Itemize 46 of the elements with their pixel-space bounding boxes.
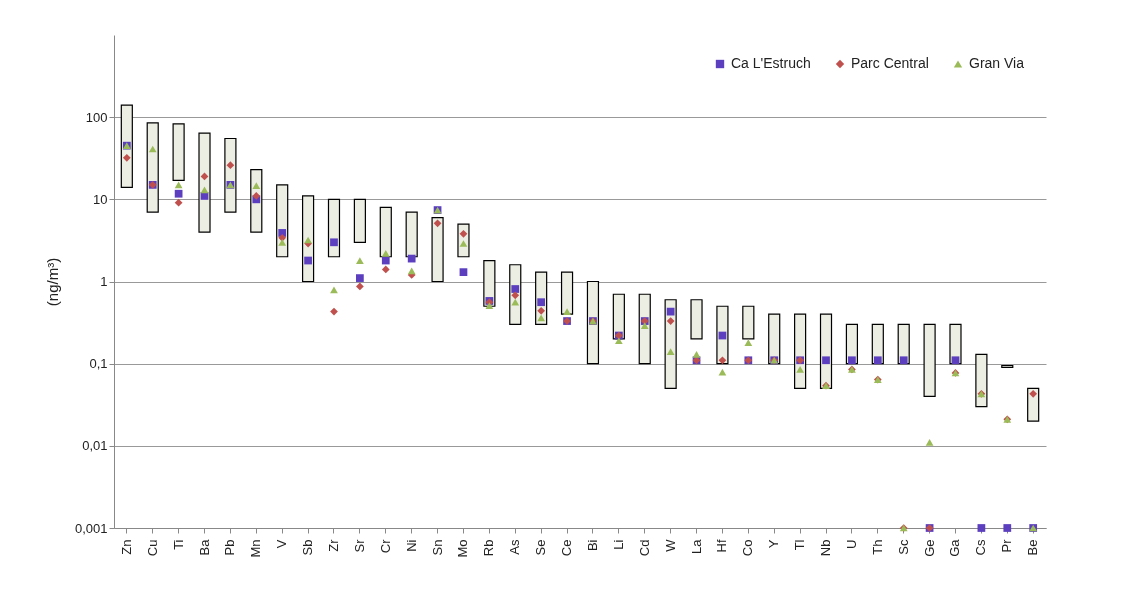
x-tick-label: Sb bbox=[300, 539, 316, 556]
x-tick-label: W bbox=[662, 538, 678, 552]
y-tick-label: 10 bbox=[93, 191, 108, 207]
x-tick-label: Rb bbox=[481, 539, 497, 557]
x-tick-label: Ce bbox=[559, 539, 575, 557]
x-tick-label: Se bbox=[533, 539, 549, 556]
legend-label: Ca L'Estruch bbox=[731, 55, 811, 71]
y-tick-label: 100 bbox=[85, 109, 108, 125]
x-tick-label: Li bbox=[610, 539, 626, 550]
x-tick-label: Ba bbox=[196, 538, 212, 556]
x-tick-label: Sr bbox=[351, 538, 367, 553]
x-tick-label: U bbox=[843, 539, 859, 549]
x-tick-label: Co bbox=[740, 539, 756, 557]
x-tick-label: Zn bbox=[118, 539, 134, 555]
x-tick-label: Cr bbox=[377, 538, 393, 554]
x-tick-label: Cu bbox=[144, 539, 160, 557]
x-tick-label: Tl bbox=[792, 539, 808, 551]
x-tick-label: Mn bbox=[248, 539, 264, 558]
y-tick-label: 0,001 bbox=[74, 520, 108, 536]
y-tick-label: 1 bbox=[100, 274, 108, 289]
x-tick-label: V bbox=[274, 539, 290, 549]
y-tick-label: 0,01 bbox=[82, 438, 108, 454]
x-tick-label: Hf bbox=[714, 539, 730, 553]
x-tick-label: Y bbox=[766, 539, 782, 549]
x-tick-label: Be bbox=[1025, 539, 1041, 556]
legend-label: Parc Central bbox=[851, 55, 929, 71]
x-tick-label: Sc bbox=[895, 539, 911, 555]
x-tick-label: La bbox=[688, 538, 704, 554]
x-tick-label: Pr bbox=[999, 538, 1015, 553]
x-tick-label: As bbox=[507, 539, 523, 555]
x-tick-label: Ga bbox=[947, 538, 963, 557]
x-tick-label: Ni bbox=[403, 539, 419, 552]
x-tick-label: Bi bbox=[584, 539, 600, 552]
x-tick-label: Sn bbox=[429, 539, 445, 556]
x-tick-label: Mo bbox=[455, 539, 471, 558]
x-tick-label: Cd bbox=[636, 539, 652, 557]
x-tick-label: Ge bbox=[921, 539, 937, 557]
x-tick-label: Pb bbox=[222, 539, 238, 556]
x-tick-label: Cs bbox=[973, 539, 989, 556]
x-tick-label: Zr bbox=[325, 538, 341, 552]
x-tick-label: Nb bbox=[818, 539, 834, 557]
legend-label: Gran Via bbox=[969, 55, 1025, 71]
y-tick-label: 0,1 bbox=[89, 356, 108, 372]
x-tick-label: Ti bbox=[170, 539, 186, 550]
y-axis-title: (ng/m³) bbox=[43, 257, 61, 307]
x-tick-label: Th bbox=[869, 539, 885, 555]
